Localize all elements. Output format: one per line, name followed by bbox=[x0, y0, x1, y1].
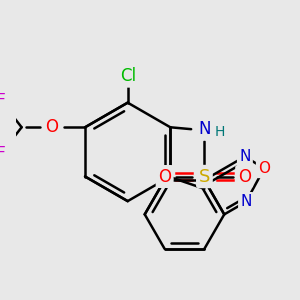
Text: O: O bbox=[158, 167, 171, 185]
Text: N: N bbox=[198, 120, 211, 138]
Text: H: H bbox=[214, 125, 225, 139]
Text: F: F bbox=[0, 146, 5, 161]
Text: S: S bbox=[199, 167, 210, 185]
Text: O: O bbox=[45, 118, 58, 136]
Text: F: F bbox=[0, 93, 5, 108]
Text: O: O bbox=[238, 167, 251, 185]
Text: N: N bbox=[239, 149, 250, 164]
Text: O: O bbox=[258, 161, 270, 176]
Text: N: N bbox=[240, 194, 252, 209]
Text: Cl: Cl bbox=[120, 67, 136, 85]
